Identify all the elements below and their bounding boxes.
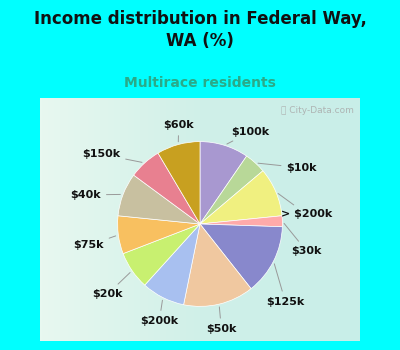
Text: $40k: $40k [70,190,120,200]
Wedge shape [200,156,263,224]
Wedge shape [134,153,200,224]
Wedge shape [200,171,282,224]
Wedge shape [200,142,247,224]
Text: $200k: $200k [140,300,178,326]
Text: $125k: $125k [266,264,304,307]
Text: $50k: $50k [206,307,236,334]
Wedge shape [200,224,282,289]
Wedge shape [118,216,200,254]
Wedge shape [145,224,200,305]
Text: Income distribution in Federal Way,
WA (%): Income distribution in Federal Way, WA (… [34,10,366,50]
Text: $150k: $150k [82,149,142,162]
Text: ⓘ City-Data.com: ⓘ City-Data.com [281,106,354,114]
Wedge shape [158,142,200,224]
Text: Multirace residents: Multirace residents [124,76,276,90]
Wedge shape [123,224,200,285]
Text: $10k: $10k [258,163,317,173]
Wedge shape [200,216,282,227]
Wedge shape [184,224,251,306]
Text: $20k: $20k [93,273,130,299]
Text: $75k: $75k [73,236,116,250]
Text: $100k: $100k [227,127,270,144]
Text: $60k: $60k [163,120,194,142]
Text: > $200k: > $200k [278,194,332,219]
Wedge shape [118,175,200,224]
Text: $30k: $30k [284,223,322,256]
